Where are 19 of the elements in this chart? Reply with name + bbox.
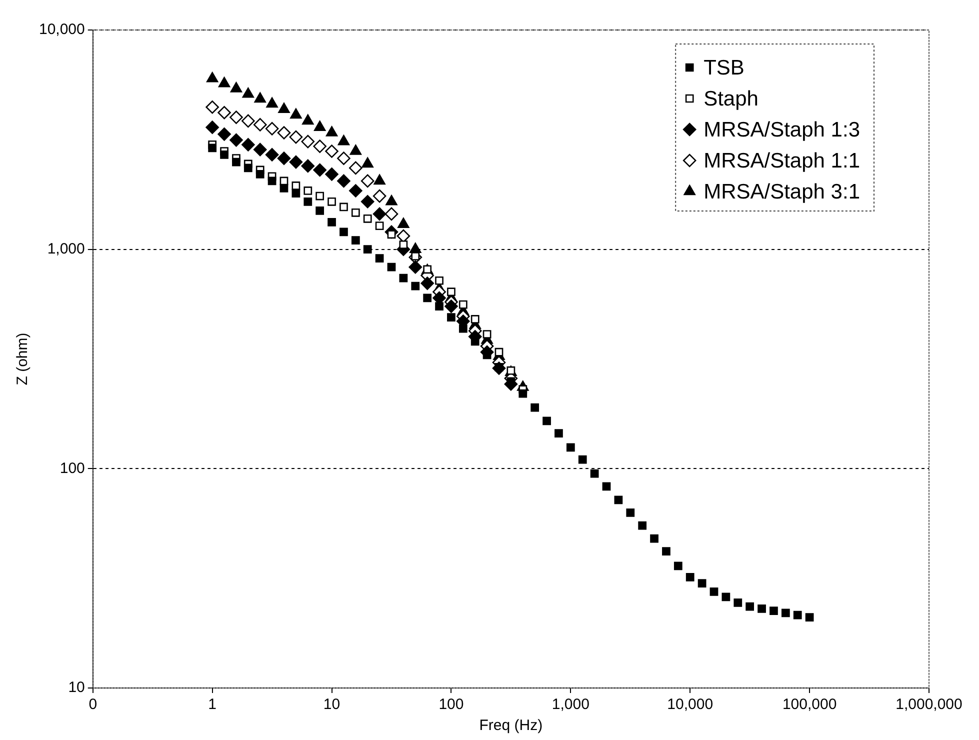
y-tick-label: 100 bbox=[60, 460, 85, 477]
x-tick-label: 10,000 bbox=[667, 696, 714, 714]
y-tick-label: 1,000 bbox=[47, 240, 85, 258]
legend-label: Staph bbox=[704, 87, 758, 110]
y-tick-label: 10,000 bbox=[38, 21, 85, 38]
y-tick-label: 10 bbox=[68, 679, 85, 696]
x-axis-title: Freq (Hz) bbox=[479, 717, 543, 734]
x-tick-label: 0 bbox=[88, 696, 98, 714]
legend-label: MRSA/Staph 1:1 bbox=[704, 149, 860, 172]
x-tick-label: 1,000 bbox=[552, 696, 590, 714]
x-tick-label: 10 bbox=[323, 696, 340, 714]
legend-label: MRSA/Staph 1:3 bbox=[704, 118, 860, 142]
x-tick-label: 100 bbox=[438, 696, 464, 714]
x-tick-label: 1,000,000 bbox=[896, 696, 962, 714]
legend-label: MRSA/Staph 3:1 bbox=[704, 180, 860, 204]
legend-label: TSB bbox=[704, 56, 744, 80]
y-axis-title: Z (ohm) bbox=[14, 332, 32, 386]
x-tick-label: 100,000 bbox=[782, 696, 837, 714]
x-tick-label: 1 bbox=[208, 696, 216, 714]
